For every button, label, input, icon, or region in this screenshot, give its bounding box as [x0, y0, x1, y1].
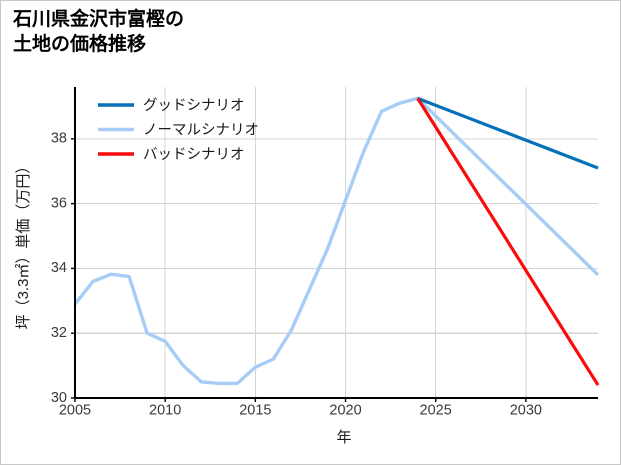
y-tick-label: 30 — [51, 390, 67, 406]
series-lines — [73, 96, 600, 386]
y-axis-ticks: 30 32 34 36 38 — [51, 131, 75, 406]
y-tick-label: 36 — [51, 195, 67, 211]
y-axis-title: 坪（3.3㎡）単価（万円） — [15, 159, 32, 330]
legend-label-1: ノーマルシナリオ — [143, 122, 259, 138]
x-tick-label: 2005 — [59, 403, 91, 419]
series-line-bad — [416, 97, 600, 386]
x-tick-label: 2020 — [329, 403, 361, 419]
x-tick-label: 2030 — [510, 403, 542, 419]
page-title: 石川県金沢市富樫の 土地の価格推移 — [13, 9, 185, 56]
legend-label-2: バッドシナリオ — [143, 147, 245, 163]
series-line-normal — [73, 96, 600, 386]
series-line-good — [417, 96, 599, 170]
x-tick-label: 2010 — [149, 403, 181, 419]
y-tick-label: 38 — [51, 131, 67, 147]
y-tick-label: 34 — [51, 260, 67, 276]
legend-label-0: グッドシナリオ — [143, 97, 245, 114]
x-axis-ticks: 2005 2010 2015 2020 2025 2030 — [59, 398, 542, 419]
x-tick-label: 2015 — [239, 403, 271, 419]
x-axis-title: 年 — [336, 429, 351, 446]
x-tick-label: 2025 — [420, 403, 452, 419]
y-tick-label: 32 — [51, 325, 67, 341]
